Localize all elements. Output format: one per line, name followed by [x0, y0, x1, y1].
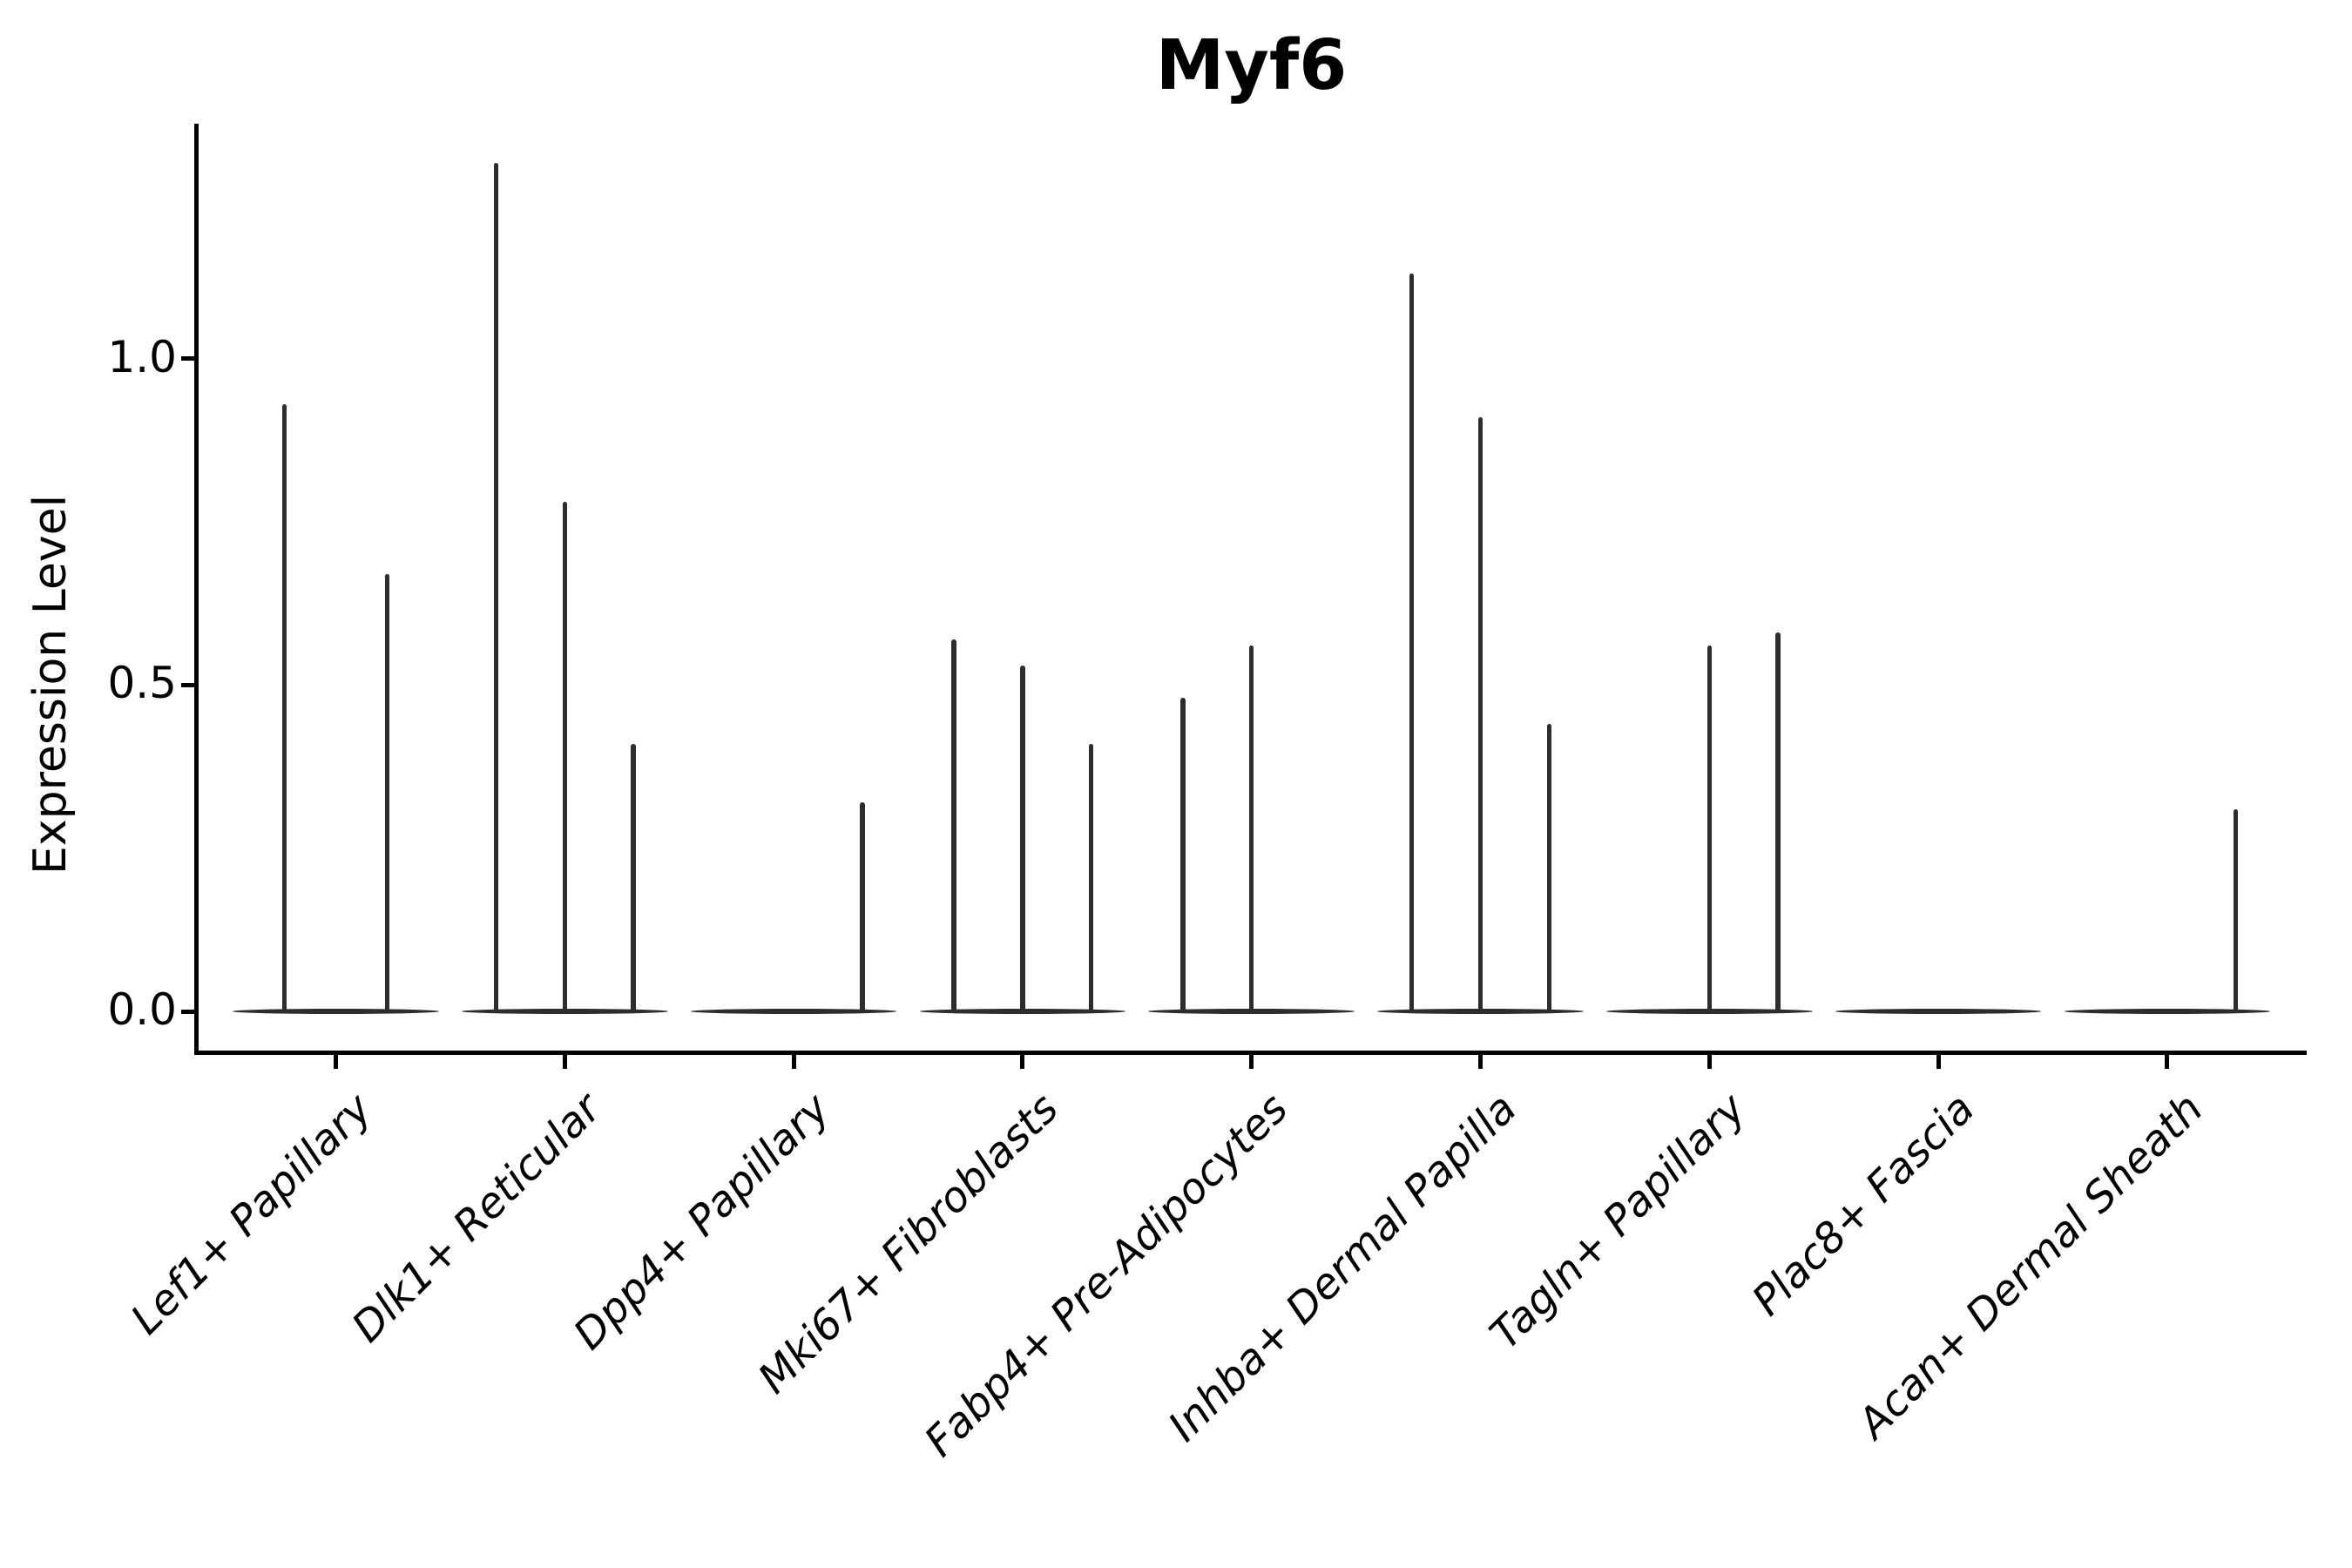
- violin-spike: [281, 403, 287, 1013]
- violin-spike: [1088, 743, 1094, 1013]
- x-tick-label: Plac8+ Fascia: [1742, 1084, 1984, 1326]
- violin-baseline: [690, 1009, 897, 1014]
- x-tick: [1020, 1054, 1025, 1069]
- y-tick: [180, 356, 194, 361]
- x-tick-label: Dpp4+ Papillary: [564, 1084, 840, 1360]
- violin-spike: [860, 802, 865, 1013]
- x-axis-line: [193, 1050, 2307, 1055]
- x-tick: [1478, 1054, 1483, 1069]
- x-tick: [1249, 1054, 1254, 1069]
- x-tick: [1936, 1054, 1941, 1069]
- violin-baseline: [1835, 1009, 2042, 1014]
- y-tick-label: 0.0: [107, 984, 177, 1035]
- x-tick-label: Tagln+ Papillary: [1480, 1084, 1755, 1359]
- violin-spike: [1248, 645, 1254, 1013]
- x-tick: [2165, 1054, 2170, 1069]
- violin-spike: [2233, 808, 2239, 1013]
- violin-spike: [1180, 698, 1186, 1013]
- x-tick-label: Fabp4+ Pre-Adipocytes: [915, 1084, 1297, 1467]
- y-tick-label: 0.5: [107, 658, 177, 709]
- x-tick-label: Lef1+ Papillary: [121, 1084, 382, 1344]
- violin-spike: [1707, 645, 1713, 1013]
- violin-spike: [493, 162, 499, 1013]
- y-tick: [180, 1009, 194, 1014]
- violin-spike: [951, 639, 956, 1013]
- violin-spike: [384, 573, 390, 1013]
- violin-spike: [1775, 632, 1781, 1013]
- y-tick-label: 1.0: [107, 331, 177, 382]
- violin-spike: [1477, 416, 1484, 1013]
- violin-baseline: [2064, 1009, 2271, 1014]
- x-tick: [562, 1054, 567, 1069]
- x-tick: [334, 1054, 338, 1069]
- chart-title: Myf6: [1155, 25, 1348, 105]
- x-tick-label: Dlk1+ Reticular: [342, 1084, 611, 1352]
- x-tick: [1707, 1054, 1712, 1069]
- y-tick: [180, 682, 194, 687]
- violin-spike: [562, 502, 568, 1013]
- violin-baseline: [233, 1009, 439, 1014]
- violin-spike: [1546, 724, 1552, 1013]
- x-tick: [791, 1054, 796, 1069]
- y-axis-line: [193, 124, 199, 1055]
- violin-spike: [1020, 665, 1025, 1013]
- violin-spike: [1409, 274, 1415, 1013]
- violin-spike: [631, 743, 636, 1013]
